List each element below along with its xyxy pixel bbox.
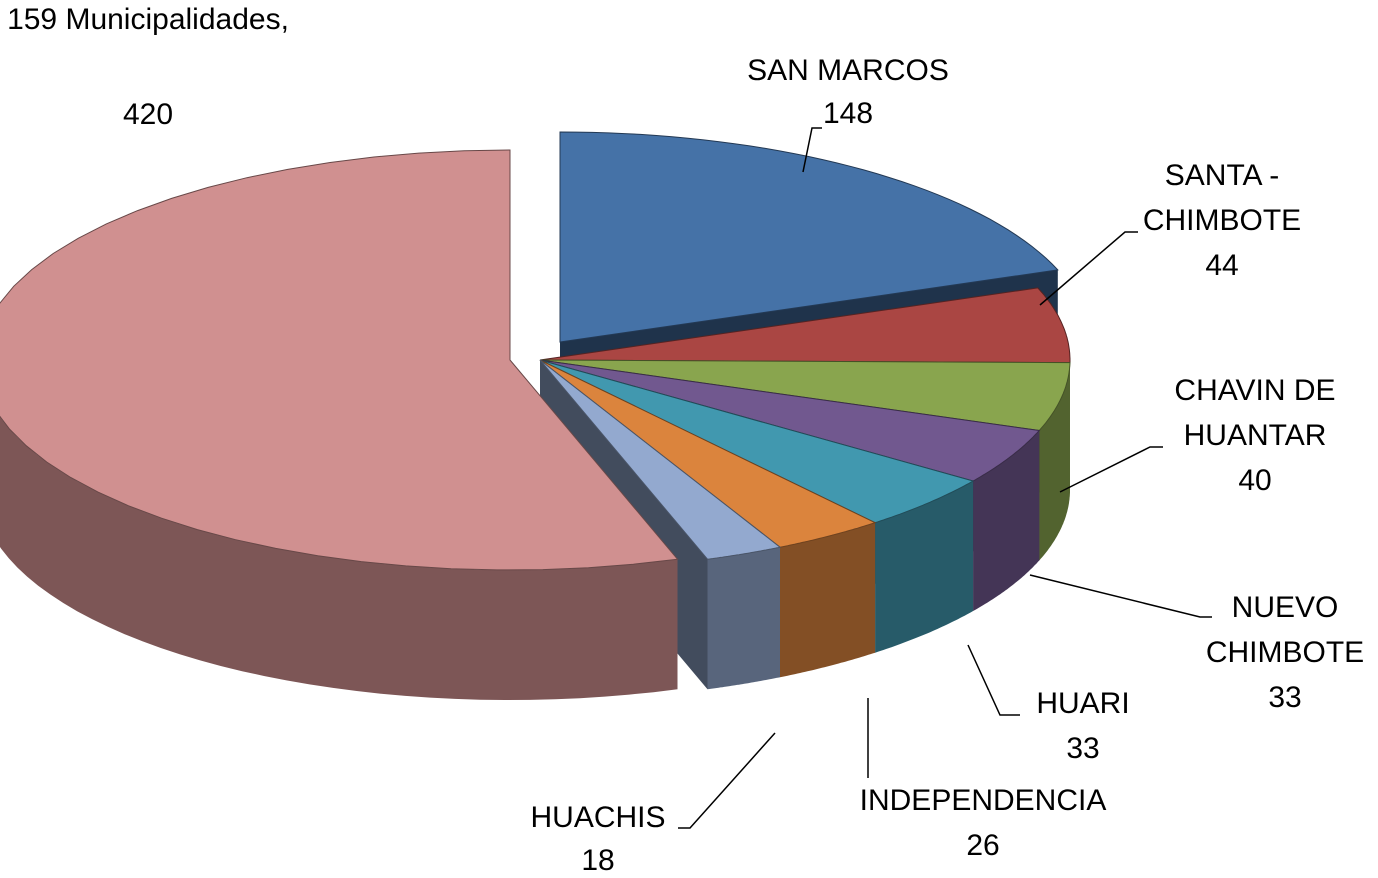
slice-side bbox=[973, 430, 1040, 611]
slice-label: HUACHIS bbox=[530, 801, 666, 834]
slice-value: 33 bbox=[1268, 681, 1302, 714]
leader-line bbox=[678, 732, 776, 829]
slice-side bbox=[1039, 362, 1070, 561]
slice-side bbox=[707, 547, 780, 690]
slice bbox=[559, 131, 1059, 343]
slice-value: 40 bbox=[1238, 464, 1272, 497]
slice-label: SAN MARCOS bbox=[747, 54, 949, 87]
slice-label: INDEPENDENCIA bbox=[859, 784, 1107, 817]
slice-label: SANTA - CHIMBOTE bbox=[1142, 159, 1302, 237]
slice-value: 33 bbox=[1066, 732, 1100, 765]
leader-line bbox=[1039, 231, 1138, 306]
slice-side bbox=[780, 522, 876, 678]
slice bbox=[539, 359, 782, 560]
slice-value: 18 bbox=[581, 844, 615, 877]
slice-value: 148 bbox=[822, 97, 874, 130]
slice bbox=[539, 359, 877, 548]
slice-label: 159 Municipalidades, bbox=[7, 3, 289, 36]
slice-side bbox=[0, 417, 678, 700]
leader-line bbox=[967, 644, 1020, 716]
slice-value: 420 bbox=[122, 98, 174, 131]
slice-value: 26 bbox=[966, 829, 1000, 862]
leader-line bbox=[1029, 574, 1212, 618]
slice-label: CHAVIN DE HUANTAR bbox=[1174, 374, 1336, 452]
slice-label: NUEVO CHIMBOTE bbox=[1205, 591, 1365, 669]
slice-side bbox=[875, 481, 974, 653]
slice-value: 44 bbox=[1205, 249, 1239, 282]
slice bbox=[539, 359, 1041, 482]
slice bbox=[539, 359, 975, 524]
slice-label: HUARI bbox=[1036, 687, 1130, 720]
slice bbox=[539, 359, 1071, 432]
leader-line bbox=[1059, 446, 1163, 493]
leader-line bbox=[802, 127, 822, 173]
slice bbox=[0, 149, 679, 571]
